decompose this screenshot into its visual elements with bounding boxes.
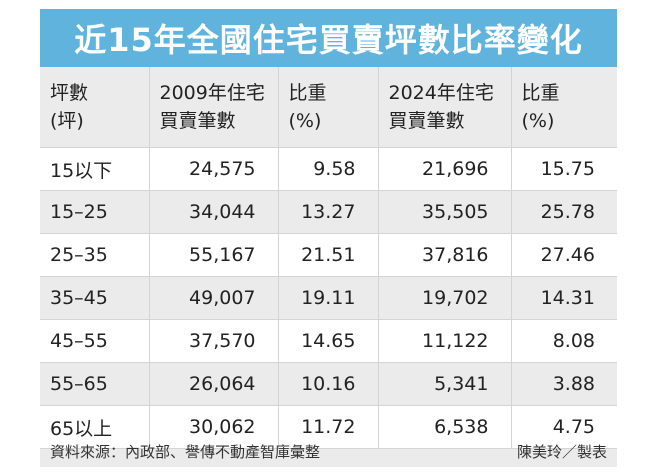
table-row: 15以下 24,575 9.58 21,696 15.75 — [40, 147, 617, 191]
cell-2024-count: 35,505 — [378, 190, 512, 234]
cell-2009-share: 19.11 — [278, 276, 379, 320]
cell-2009-share: 21.51 — [278, 233, 379, 277]
footer: 資料來源：內政部、譽傳不動產智庫彙整 陳美玲／製表 — [40, 435, 617, 467]
table-row: 25–35 55,167 21.51 37,816 27.46 — [40, 233, 617, 277]
cell-2009-share: 13.27 — [278, 190, 379, 234]
cell-2024-count: 37,816 — [378, 233, 512, 277]
infographic-card: 近15年全國住宅買賣坪數比率變化 坪數 (坪) 2009年住宅 買賣筆數 比重 … — [40, 9, 617, 467]
cell-2009-count: 37,570 — [149, 319, 279, 363]
cell-2024-share: 8.08 — [511, 319, 617, 363]
cell-2024-share: 27.46 — [511, 233, 617, 277]
cell-2024-share: 14.31 — [511, 276, 617, 320]
cell-2009-count: 26,064 — [149, 362, 279, 406]
table-row: 35–45 49,007 19.11 19,702 14.31 — [40, 276, 617, 320]
table-title: 近15年全國住宅買賣坪數比率變化 — [40, 9, 617, 67]
cell-ping-range: 65以上 — [40, 405, 150, 449]
header-ping-range: 坪數 (坪) — [40, 67, 150, 148]
cell-2024-count: 6,538 — [378, 405, 512, 449]
cell-2009-count: 49,007 — [149, 276, 279, 320]
table-row: 15–25 34,044 13.27 35,505 25.78 — [40, 190, 617, 234]
housing-transactions-table: 坪數 (坪) 2009年住宅 買賣筆數 比重 (%) 2024年住宅 買賣筆數 … — [40, 67, 617, 449]
credit-note: 陳美玲／製表 — [516, 442, 607, 461]
header-2024-share: 比重 (%) — [511, 67, 617, 148]
cell-ping-range: 55–65 — [40, 362, 150, 406]
cell-2024-count: 21,696 — [378, 147, 512, 191]
cell-2024-count: 19,702 — [378, 276, 512, 320]
cell-2009-count: 24,575 — [149, 147, 279, 191]
table-row: 55–65 26,064 10.16 5,341 3.88 — [40, 362, 617, 406]
cell-ping-range: 45–55 — [40, 319, 150, 363]
cell-ping-range: 15以下 — [40, 147, 150, 191]
cell-2024-share: 4.75 — [511, 405, 617, 449]
cell-2009-count: 55,167 — [149, 233, 279, 277]
cell-2009-count: 30,062 — [149, 405, 279, 449]
header-row: 坪數 (坪) 2009年住宅 買賣筆數 比重 (%) 2024年住宅 買賣筆數 … — [40, 67, 617, 148]
cell-2009-share: 10.16 — [278, 362, 379, 406]
cell-2009-share: 11.72 — [278, 405, 379, 449]
cell-2024-count: 11,122 — [378, 319, 512, 363]
header-2009-count: 2009年住宅 買賣筆數 — [149, 67, 279, 148]
cell-ping-range: 15–25 — [40, 190, 150, 234]
source-note: 資料來源：內政部、譽傳不動產智庫彙整 — [50, 442, 321, 461]
cell-2024-share: 3.88 — [511, 362, 617, 406]
table-row: 45–55 37,570 14.65 11,122 8.08 — [40, 319, 617, 363]
cell-ping-range: 35–45 — [40, 276, 150, 320]
cell-ping-range: 25–35 — [40, 233, 150, 277]
cell-2024-share: 15.75 — [511, 147, 617, 191]
cell-2009-share: 9.58 — [278, 147, 379, 191]
table-row: 65以上 30,062 11.72 6,538 4.75 — [40, 405, 617, 449]
cell-2024-count: 5,341 — [378, 362, 512, 406]
header-2024-count: 2024年住宅 買賣筆數 — [378, 67, 512, 148]
cell-2024-share: 25.78 — [511, 190, 617, 234]
header-2009-share: 比重 (%) — [278, 67, 379, 148]
cell-2009-count: 34,044 — [149, 190, 279, 234]
cell-2009-share: 14.65 — [278, 319, 379, 363]
